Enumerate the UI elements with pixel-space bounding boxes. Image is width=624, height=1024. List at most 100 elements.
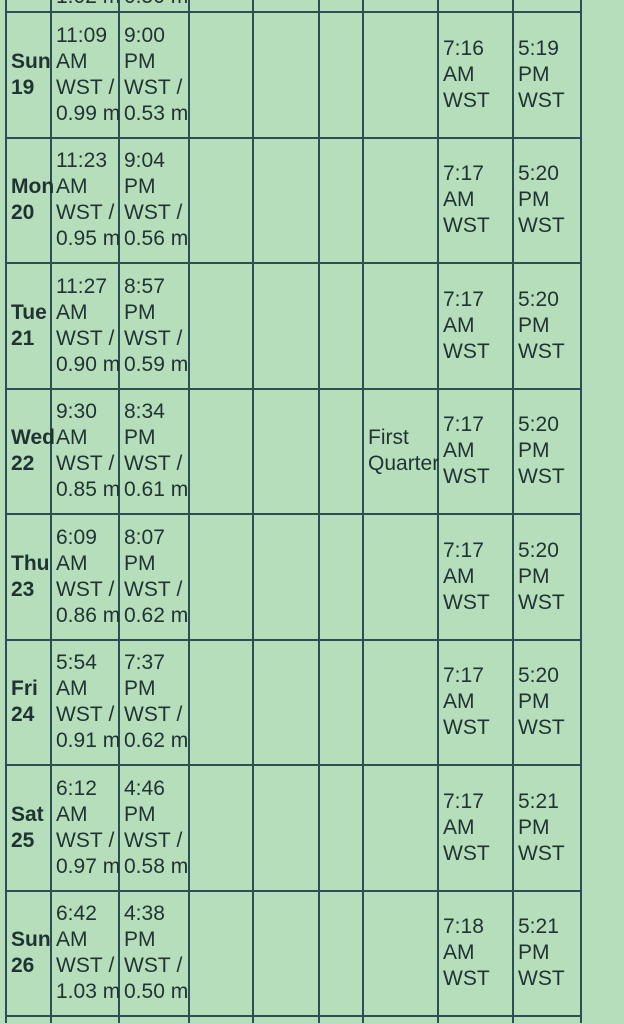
empty-cell: [318, 387, 364, 515]
sunrise-cell: 7:18 AM WST: [437, 889, 514, 1017]
moon-phase-cell: [362, 136, 439, 264]
day-cell: [5, 1015, 52, 1023]
empty-cell: [252, 513, 320, 641]
sunset-cell: 5:21 PM WST: [512, 889, 582, 1017]
day-cell: Sat 25: [5, 764, 52, 892]
day-cell: Sun 26: [5, 889, 52, 1017]
table-row-sun-19: Sun 19 11:09 AM WST / 0.99 m 9:00 PM WST…: [5, 11, 582, 139]
day-cell: Sun 19: [5, 11, 52, 139]
empty-cell: [252, 764, 320, 892]
table-row-mon-20: Mon 20 11:23 AM WST / 0.95 m 9:04 PM WST…: [5, 136, 582, 264]
moon-phase-cell: [362, 262, 439, 390]
empty-cell: [252, 0, 320, 13]
tide-time-1-cell: 11:09 AM WST / 0.99 m: [50, 11, 120, 139]
empty-cell: [188, 513, 254, 641]
tide-time-1-cell: 11:27 AM WST / 0.90 m: [50, 262, 120, 390]
day-cell: Tue 21: [5, 262, 52, 390]
day-cell: Wed 22: [5, 387, 55, 515]
tide-table: 1.02 m 0.50 m Sun 19 11:09 AM WST / 0.99…: [5, 0, 582, 1023]
empty-cell: [252, 262, 320, 390]
empty-cell: [252, 889, 320, 1017]
tide-time-2-cell: 4:38 PM WST / 0.50 m: [118, 889, 190, 1017]
empty-cell: [252, 11, 320, 139]
sunrise-cell: 7:17 AM WST: [437, 136, 514, 264]
moon-phase-cell: First Quarter: [362, 387, 439, 515]
tide-time-1-cell: 11:23 AM WST / 0.95 m: [50, 136, 120, 264]
moon-phase-cell: [362, 513, 439, 641]
tide-time-1-cell: 9:30 AM WST / 0.85 m: [50, 387, 120, 515]
sunrise-cell: [437, 0, 514, 13]
table-row-sat-25: Sat 25 6:12 AM WST / 0.97 m 4:46 PM WST …: [5, 764, 582, 892]
tide-time-1-cell: 5:54 AM WST / 0.91 m: [50, 638, 120, 766]
tide-time-2-cell: 8:07 PM WST / 0.62 m: [118, 513, 190, 641]
table-row-partial-top: 1.02 m 0.50 m: [5, 0, 582, 13]
moon-phase-cell: [362, 889, 439, 1017]
empty-cell: [188, 136, 254, 264]
day-cell: Mon 20: [5, 136, 54, 264]
moon-phase-cell: [362, 638, 439, 766]
sunset-cell: [512, 1015, 582, 1023]
tide-time-2-cell: 7:37 PM WST / 0.62 m: [118, 638, 190, 766]
sunrise-cell: 7:17 AM WST: [437, 638, 514, 766]
empty-cell: [252, 387, 320, 515]
tide-time-2-cell: 8:34 PM WST / 0.61 m: [118, 387, 190, 515]
sunrise-cell: 7:16 AM WST: [437, 11, 514, 139]
moon-phase-cell: [362, 0, 439, 13]
empty-cell: [188, 764, 254, 892]
sunset-cell: 5:20 PM WST: [512, 136, 582, 264]
empty-cell: [318, 262, 364, 390]
moon-phase-cell: [362, 764, 439, 892]
empty-cell: [318, 11, 364, 139]
tide-time-2-cell: 8:57 PM WST / 0.59 m: [118, 262, 190, 390]
day-cell: Fri 24: [5, 638, 52, 766]
sunrise-cell: 7:17 AM WST: [437, 764, 514, 892]
tide-time-2-cell: 4:46 PM WST / 0.58 m: [118, 764, 190, 892]
empty-cell: [188, 1015, 254, 1023]
empty-cell: [318, 136, 364, 264]
sunset-cell: 5:19 PM WST: [512, 11, 582, 139]
tide-time-2-cell: 0.50 m: [118, 0, 190, 13]
tide-time-2-cell: 9:00 PM WST / 0.53 m: [118, 11, 190, 139]
day-cell: Thu 23: [5, 513, 52, 641]
empty-cell: [318, 1015, 364, 1023]
empty-cell: [252, 1015, 320, 1023]
sunset-cell: [512, 0, 582, 13]
table-row-tue-21: Tue 21 11:27 AM WST / 0.90 m 8:57 PM WST…: [5, 262, 582, 390]
empty-cell: [188, 638, 254, 766]
clipped-text: 0.50 m: [124, 0, 188, 10]
empty-cell: [318, 638, 364, 766]
sunset-cell: 5:20 PM WST: [512, 638, 582, 766]
tide-time-1-cell: 6:12 AM WST / 0.97 m: [50, 764, 120, 892]
clipped-text: 1.02 m: [56, 0, 118, 10]
sunrise-cell: 7:17 AM WST: [437, 513, 514, 641]
moon-phase-cell: [362, 11, 439, 139]
table-row-fri-24: Fri 24 5:54 AM WST / 0.91 m 7:37 PM WST …: [5, 638, 582, 766]
empty-cell: [318, 0, 364, 13]
sunset-cell: 5:21 PM WST: [512, 764, 582, 892]
empty-cell: [188, 262, 254, 390]
empty-cell: [188, 889, 254, 1017]
moon-phase-cell: [362, 1015, 439, 1023]
table-row-sun-26: Sun 26 6:42 AM WST / 1.03 m 4:38 PM WST …: [5, 889, 582, 1017]
empty-cell: [188, 387, 254, 515]
sunrise-cell: 7:17 AM WST: [437, 387, 514, 515]
empty-cell: [252, 638, 320, 766]
tide-time-2-cell: [118, 1015, 190, 1023]
table-row-wed-22: Wed 22 9:30 AM WST / 0.85 m 8:34 PM WST …: [5, 387, 582, 515]
tide-time-2-cell: 9:04 PM WST / 0.56 m: [118, 136, 190, 264]
tide-time-1-cell: 6:42 AM WST / 1.03 m: [50, 889, 120, 1017]
empty-cell: [318, 889, 364, 1017]
empty-cell: [188, 0, 254, 13]
empty-cell: [252, 136, 320, 264]
empty-cell: [188, 11, 254, 139]
sunrise-cell: 7:17 AM WST: [437, 262, 514, 390]
tide-time-1-cell: [50, 1015, 120, 1023]
sunset-cell: 5:20 PM WST: [512, 262, 582, 390]
day-cell: [5, 0, 52, 13]
sunset-cell: 5:20 PM WST: [512, 513, 582, 641]
tide-time-1-cell: 6:09 AM WST / 0.86 m: [50, 513, 120, 641]
table-row-partial-bottom: [5, 1015, 582, 1023]
table-row-thu-23: Thu 23 6:09 AM WST / 0.86 m 8:07 PM WST …: [5, 513, 582, 641]
sunset-cell: 5:20 PM WST: [512, 387, 582, 515]
